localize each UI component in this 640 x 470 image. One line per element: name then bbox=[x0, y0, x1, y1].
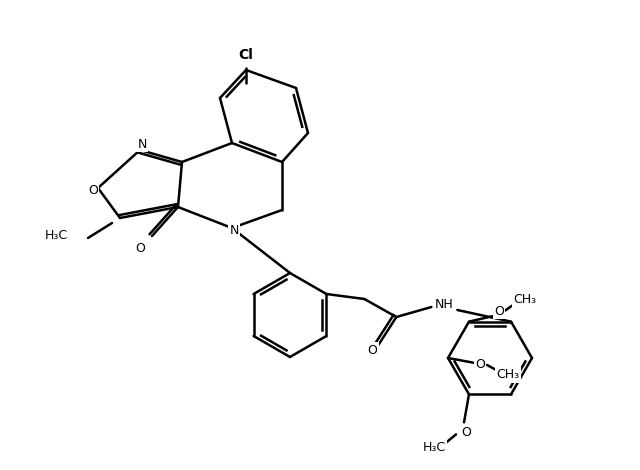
Text: CH₃: CH₃ bbox=[497, 368, 520, 382]
Text: H₃C: H₃C bbox=[422, 441, 445, 454]
Text: N: N bbox=[229, 224, 239, 236]
Text: O: O bbox=[135, 242, 145, 254]
Text: O: O bbox=[367, 344, 378, 357]
Text: H₃C: H₃C bbox=[45, 228, 68, 242]
Text: O: O bbox=[475, 359, 485, 371]
Text: N: N bbox=[138, 138, 147, 150]
Text: CH₃: CH₃ bbox=[513, 293, 536, 306]
Text: O: O bbox=[494, 305, 504, 318]
Text: Cl: Cl bbox=[239, 48, 253, 62]
Text: NH: NH bbox=[435, 298, 454, 311]
Text: O: O bbox=[461, 426, 471, 439]
Text: O: O bbox=[88, 183, 98, 196]
